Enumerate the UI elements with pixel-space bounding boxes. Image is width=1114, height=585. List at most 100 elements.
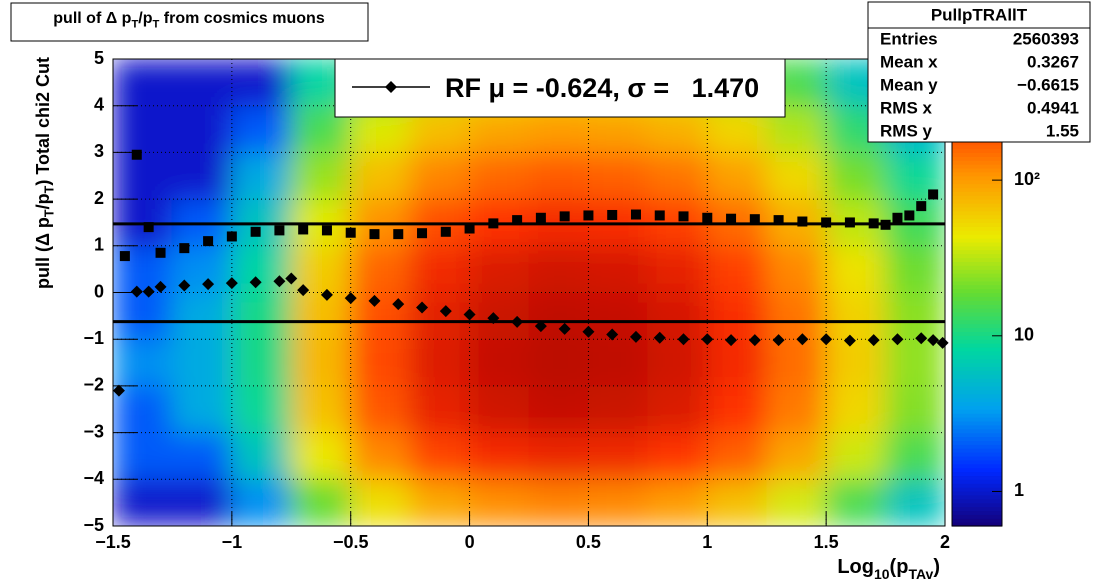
heatmap-cell — [350, 432, 411, 480]
heatmap-cell — [766, 478, 827, 526]
stats-value: 0.4941 — [1027, 98, 1079, 117]
diamond-marker — [891, 333, 904, 346]
colorbar-cell — [952, 370, 1002, 375]
heatmap-cell — [231, 478, 292, 526]
square-marker — [393, 229, 404, 240]
heatmap-cell — [231, 105, 292, 153]
colorbar-cell — [952, 179, 1002, 185]
colorbar-cell — [952, 444, 1002, 449]
square-marker — [904, 210, 915, 221]
diamond-marker — [582, 325, 595, 338]
diamond-marker — [701, 333, 714, 346]
heatmap-cell — [171, 338, 233, 387]
colorbar-cell — [952, 284, 1002, 290]
heatmap-cell — [528, 385, 589, 434]
heatmap-cell — [528, 432, 589, 480]
diamond-marker — [439, 305, 452, 318]
heatmap-cell — [469, 338, 530, 387]
heatmap-cell — [409, 245, 471, 293]
colorbar-cell — [952, 311, 1002, 317]
colorbar-cell — [952, 164, 1002, 169]
square-marker — [369, 229, 380, 240]
colorbar-cell — [952, 335, 1002, 340]
x-tick-label: 0 — [465, 532, 475, 552]
heatmap-cell — [350, 292, 411, 340]
colorbar-cell — [952, 304, 1002, 309]
square-marker — [250, 226, 261, 237]
colorbar-cell — [952, 487, 1002, 492]
square-marker — [797, 216, 808, 227]
colorbar-cell — [952, 269, 1002, 274]
heatmap-cell — [409, 292, 471, 340]
heatmap-cell — [766, 292, 827, 340]
colorbar-cell — [952, 140, 1002, 146]
x-tick-label: 2 — [940, 532, 950, 552]
chart-title: pull of Δ pT/pT from cosmics muons — [53, 10, 325, 30]
stats-key: Mean x — [880, 52, 938, 71]
legend-box — [334, 58, 786, 118]
square-marker — [488, 218, 499, 229]
y-axis-label-part: /p — [33, 193, 53, 209]
heatmap-cell — [706, 478, 768, 526]
heatmap-cell — [885, 385, 945, 434]
diamond-marker — [225, 277, 238, 290]
x-tick-label: 0.5 — [576, 532, 601, 552]
diamond-marker — [725, 334, 738, 347]
colorbar-cell — [952, 463, 1002, 469]
heatmap-cell — [171, 385, 233, 434]
diamond-marker — [511, 315, 524, 328]
square-marker — [512, 215, 523, 226]
colorbar-cell — [952, 362, 1002, 368]
heatmap-cell — [113, 151, 173, 200]
colorbar-cell — [952, 273, 1002, 278]
colorbar-cell — [952, 167, 1002, 173]
heatmap-cell — [113, 338, 173, 387]
title-box — [10, 2, 369, 42]
square-marker — [535, 212, 546, 223]
x-axis-label-part: ) — [933, 556, 940, 578]
heatmap-cell — [528, 292, 589, 340]
x-axis-label-part: Log — [837, 556, 874, 578]
colorbar-cell — [952, 343, 1002, 348]
heatmap-cell — [885, 432, 945, 480]
diamond-marker — [112, 384, 125, 397]
diamond-marker — [130, 285, 143, 298]
stats-key: Entries — [880, 29, 938, 48]
heatmap-cell — [469, 292, 530, 340]
colorbar-cell — [952, 160, 1002, 165]
heatmap-cell — [766, 245, 827, 293]
square-marker — [131, 149, 142, 160]
colorbar-cell — [952, 276, 1002, 282]
chart-title-subscript: T — [131, 19, 138, 31]
heatmap-cell — [706, 151, 768, 200]
y-axis-label-part: pull (Δ p — [33, 217, 53, 289]
colorbar-cell — [952, 409, 1002, 414]
heatmap-cell — [825, 292, 887, 340]
colorbar-cell — [952, 518, 1002, 523]
heatmap-cell — [587, 478, 649, 526]
colorbar-cell — [952, 494, 1002, 500]
colorbar-cell — [952, 195, 1002, 200]
colorbar-cell — [952, 156, 1002, 161]
diamond-marker — [178, 279, 191, 292]
square-marker — [203, 236, 214, 247]
square-marker — [607, 209, 618, 220]
colorbar-cell — [952, 206, 1002, 212]
x-axis-label-subscript: 10 — [874, 566, 890, 582]
diamond-marker — [344, 292, 357, 305]
square-marker — [844, 217, 855, 228]
colorbar-cell — [952, 378, 1002, 383]
colorbar-cell — [952, 502, 1002, 508]
colorbar-cell — [952, 253, 1002, 259]
heatmap-cell — [113, 432, 173, 480]
heatmap-cell — [350, 338, 411, 387]
heatmap-cell — [528, 478, 589, 526]
heatmap-cell — [587, 292, 649, 340]
colorbar-cell — [952, 315, 1002, 321]
heatmap-cell — [587, 432, 649, 480]
colorbar-cell — [952, 483, 1002, 488]
heatmap-cell — [290, 478, 352, 526]
heatmap-cell — [231, 385, 292, 434]
diamond-marker — [154, 280, 167, 293]
